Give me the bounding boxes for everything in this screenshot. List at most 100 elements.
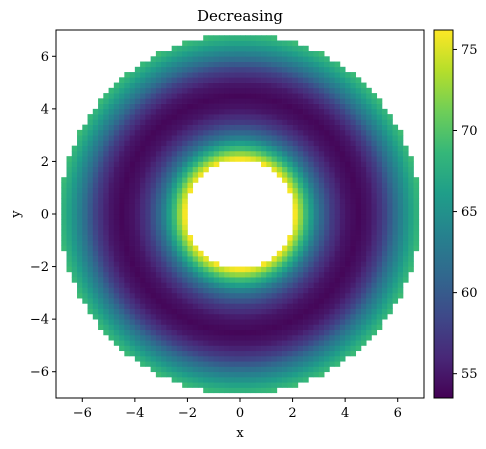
heatmap-cell (229, 72, 236, 78)
heatmap-cell (324, 261, 330, 267)
heatmap-cell (197, 161, 204, 168)
heatmap-cell (103, 303, 109, 309)
heatmap-cell (77, 229, 83, 236)
heatmap-cell (376, 324, 383, 331)
heatmap-cell (108, 177, 115, 183)
heatmap-cell (261, 350, 267, 357)
heatmap-cell (145, 161, 151, 168)
heatmap-cell (124, 282, 130, 288)
heatmap-cell (366, 108, 372, 115)
heatmap-cell (329, 250, 335, 257)
heatmap-cell (134, 87, 141, 94)
heatmap-cell (150, 77, 157, 83)
heatmap-cell (87, 114, 94, 120)
heatmap-cell (234, 266, 241, 273)
heatmap-cell (308, 313, 314, 320)
heatmap-cell (334, 319, 341, 325)
heatmap-cell (129, 150, 136, 157)
heatmap-cell (203, 329, 209, 336)
heatmap-cell (245, 340, 251, 346)
heatmap-cell (303, 250, 309, 257)
heatmap-cell (371, 298, 378, 304)
heatmap-cell (381, 145, 388, 152)
heatmap-cell (98, 119, 104, 125)
heatmap-cell (250, 87, 257, 94)
heatmap-cell (124, 240, 130, 246)
heatmap-cell (145, 150, 151, 157)
chart-title: Decreasing (197, 7, 283, 25)
heatmap-cell (329, 303, 335, 309)
heatmap-cell (113, 140, 120, 147)
heatmap-cell (103, 108, 109, 115)
heatmap-cell (297, 51, 304, 57)
heatmap-cell (208, 371, 215, 378)
heatmap-cell (119, 124, 125, 131)
heatmap-cell (360, 319, 367, 325)
heatmap-cell (66, 240, 73, 246)
heatmap-cell (113, 119, 120, 125)
heatmap-cell (292, 129, 299, 136)
heatmap-cell (266, 350, 272, 357)
heatmap-cell (287, 235, 293, 241)
heatmap-cell (92, 219, 99, 225)
heatmap-cell (218, 334, 225, 341)
heatmap-cell (334, 266, 341, 273)
heatmap-cell (387, 261, 393, 267)
heatmap-cell (282, 308, 288, 315)
heatmap-cell (155, 308, 162, 315)
heatmap-cell (119, 240, 125, 246)
heatmap-cell (240, 282, 246, 288)
heatmap-cell (313, 266, 320, 273)
heatmap-cell (397, 235, 404, 241)
heatmap-cell (334, 150, 341, 157)
heatmap-cell (334, 140, 341, 147)
heatmap-cell (166, 98, 173, 104)
heatmap-cell (145, 72, 151, 78)
heatmap-cell (166, 51, 173, 57)
heatmap-cell (308, 229, 314, 236)
heatmap-cell (355, 271, 362, 278)
heatmap-cell (287, 103, 293, 110)
heatmap-cell (245, 77, 251, 83)
heatmap-cell (376, 292, 383, 299)
heatmap-cell (250, 271, 257, 278)
heatmap-cell (313, 93, 320, 99)
heatmap-cell (339, 313, 346, 320)
heatmap-cell (266, 82, 272, 89)
heatmap-cell (187, 245, 194, 252)
heatmap-cell (161, 214, 167, 220)
heatmap-cell (308, 329, 314, 336)
heatmap-cell (98, 324, 104, 331)
heatmap-cell (134, 129, 141, 136)
heatmap-cell (140, 256, 146, 262)
heatmap-cell (313, 161, 320, 168)
heatmap-cell (297, 45, 304, 52)
y-tick-label: −4 (30, 313, 49, 328)
heatmap-cell (240, 124, 246, 131)
heatmap-cell (355, 77, 362, 83)
heatmap-cell (276, 334, 283, 341)
heatmap-cell (140, 350, 146, 357)
heatmap-cell (339, 156, 346, 162)
heatmap-cell (129, 256, 136, 262)
heatmap-cell (324, 266, 330, 273)
heatmap-cell (250, 361, 257, 367)
heatmap-cell (92, 282, 99, 288)
heatmap-cell (208, 135, 215, 141)
heatmap-cell (387, 192, 393, 199)
heatmap-cell (255, 119, 262, 125)
heatmap-cell (155, 229, 162, 236)
heatmap-cell (166, 361, 173, 367)
heatmap-cell (360, 334, 367, 341)
heatmap-cell (129, 129, 136, 136)
heatmap-cell (150, 145, 157, 152)
heatmap-cell (324, 313, 330, 320)
heatmap-cell (250, 140, 257, 147)
heatmap-cell (203, 376, 209, 383)
heatmap-cell (98, 224, 104, 231)
heatmap-cell (234, 282, 241, 288)
heatmap-cell (213, 271, 220, 278)
heatmap-cell (108, 245, 115, 252)
heatmap-cell (376, 245, 383, 252)
